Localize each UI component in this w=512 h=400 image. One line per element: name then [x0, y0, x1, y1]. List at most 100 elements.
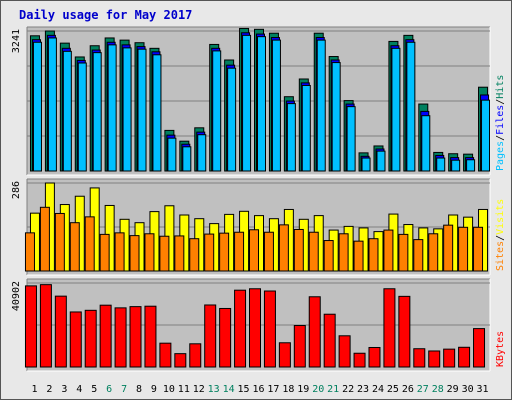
x-tick-label-day-28: 28 — [432, 384, 444, 395]
bar-kbytes-day-5 — [84, 309, 97, 368]
bar-pages-day-1 — [32, 41, 42, 172]
bar-kbytes-day-17 — [263, 290, 276, 368]
bar-pages-day-3 — [62, 50, 72, 172]
bar-sites-day-27 — [413, 239, 424, 272]
bar-kbytes-day-8 — [129, 306, 142, 368]
x-tick-label-day-16: 16 — [252, 384, 264, 395]
bar-kbytes-day-14 — [219, 307, 232, 368]
legend-kbytes: KBytes — [495, 331, 506, 367]
bar-pages-day-23 — [361, 157, 371, 172]
bar-sites-day-3 — [54, 212, 65, 272]
bar-pages-day-30 — [466, 159, 476, 172]
bar-pages-day-18 — [286, 103, 296, 172]
bar-kbytes-day-27 — [413, 348, 426, 368]
bar-kbytes-day-15 — [234, 289, 247, 368]
x-tick-label-day-19: 19 — [297, 384, 309, 395]
legend-hits: Hits — [495, 75, 506, 99]
bar-sites-day-5 — [84, 216, 95, 272]
bar-pages-day-5 — [92, 52, 102, 172]
x-tick-label-day-10: 10 — [163, 384, 175, 395]
bar-kbytes-day-25 — [383, 288, 396, 368]
x-tick-label-day-22: 22 — [342, 384, 354, 395]
bar-pages-day-14 — [227, 67, 237, 172]
bar-sites-day-7 — [114, 232, 125, 272]
bar-sites-day-18 — [278, 224, 289, 272]
bar-sites-day-15 — [234, 231, 245, 272]
bar-pages-day-7 — [122, 47, 132, 172]
bar-pages-day-24 — [376, 150, 386, 172]
bar-sites-day-24 — [368, 238, 379, 272]
bar-pages-day-29 — [451, 159, 461, 172]
bar-pages-day-10 — [167, 137, 177, 172]
panel-visits-sites: 286 Sites/Visits — [11, 178, 506, 276]
bar-sites-day-12 — [189, 238, 200, 272]
legend-files: Files — [495, 105, 506, 135]
bar-kbytes-day-30 — [458, 346, 471, 368]
legend-separator: / — [495, 235, 506, 241]
x-tick-label-day-29: 29 — [447, 384, 459, 395]
x-tick-label-day-12: 12 — [193, 384, 205, 395]
bar-kbytes-day-28 — [428, 350, 441, 368]
bar-sites-day-8 — [129, 235, 140, 272]
bar-kbytes-day-24 — [368, 346, 381, 368]
bar-sites-day-4 — [69, 222, 80, 272]
x-tick-label-day-25: 25 — [387, 384, 399, 395]
legend-hits-files-pages: Pages/Files/Hits — [495, 75, 506, 171]
bar-pages-day-12 — [197, 134, 207, 172]
bar-pages-day-27 — [421, 115, 431, 172]
bar-kbytes-day-21 — [323, 313, 336, 368]
bar-sites-day-6 — [99, 233, 110, 272]
bar-sites-day-21 — [323, 240, 334, 272]
bar-kbytes-day-19 — [293, 325, 306, 368]
bar-pages-day-25 — [391, 47, 401, 172]
bar-sites-day-20 — [308, 231, 319, 272]
bar-kbytes-day-3 — [54, 295, 67, 368]
bar-kbytes-day-29 — [443, 348, 456, 368]
legend-pages: Pages — [495, 141, 506, 171]
x-tick-label-day-3: 3 — [61, 384, 67, 395]
bar-kbytes-day-22 — [338, 335, 351, 368]
x-tick-label-day-7: 7 — [121, 384, 127, 395]
bar-sites-day-10 — [159, 235, 170, 272]
bar-sites-day-30 — [458, 226, 469, 272]
bar-pages-day-15 — [242, 34, 252, 172]
bar-sites-day-13 — [204, 233, 215, 272]
x-tick-label-day-20: 20 — [312, 384, 324, 395]
bar-pages-day-8 — [137, 48, 147, 172]
bar-pages-day-28 — [436, 157, 446, 172]
legend-separator: / — [495, 135, 506, 141]
x-tick-label-day-8: 8 — [136, 384, 142, 395]
x-tick-label-day-31: 31 — [477, 384, 489, 395]
bar-sites-day-16 — [249, 229, 259, 272]
chart-title: Daily usage for May 2017 — [19, 8, 192, 22]
x-tick-label-day-4: 4 — [76, 384, 82, 395]
bar-pages-day-6 — [107, 44, 117, 172]
x-tick-label-day-5: 5 — [91, 384, 97, 395]
x-tick-label-day-13: 13 — [208, 384, 220, 395]
bar-kbytes-day-2 — [39, 284, 52, 368]
y-axis-max-label: 40902 — [11, 281, 22, 311]
x-tick-label-day-14: 14 — [223, 384, 235, 395]
bar-pages-day-11 — [182, 146, 192, 172]
bar-pages-day-16 — [257, 36, 266, 172]
legend-separator: / — [495, 99, 506, 105]
bar-sites-day-14 — [219, 232, 230, 272]
bar-kbytes-day-10 — [159, 342, 172, 368]
x-tick-label-day-2: 2 — [46, 384, 52, 395]
legend-visits-sites: Sites/Visits — [495, 199, 506, 271]
bar-kbytes-day-11 — [174, 353, 187, 368]
bar-kbytes-day-4 — [69, 311, 82, 368]
bar-kbytes-day-12 — [189, 343, 202, 368]
bar-sites-day-31 — [473, 226, 484, 272]
bar-kbytes-day-7 — [114, 307, 127, 368]
legend-sites: Sites — [495, 241, 506, 271]
bar-pages-day-20 — [316, 39, 326, 172]
bar-sites-day-28 — [428, 233, 439, 272]
bar-pages-day-17 — [271, 39, 281, 172]
legend-visits: Visits — [495, 199, 506, 235]
bar-sites-day-9 — [144, 233, 155, 272]
bar-pages-day-2 — [47, 37, 57, 172]
bar-pages-day-31 — [481, 99, 491, 172]
bar-kbytes-day-1 — [24, 285, 37, 368]
